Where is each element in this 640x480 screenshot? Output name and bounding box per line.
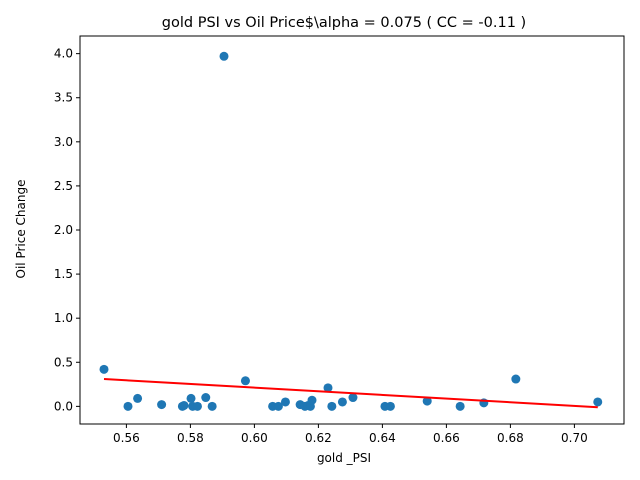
data-point xyxy=(455,401,465,411)
data-point xyxy=(133,393,143,403)
data-point xyxy=(219,51,229,61)
axes-frame xyxy=(79,35,625,425)
regression-line xyxy=(103,378,598,409)
x-tick-label: 0.58 xyxy=(177,431,204,445)
y-tick-label: 2.0 xyxy=(54,223,73,237)
x-tick-label: 0.64 xyxy=(369,431,396,445)
data-point xyxy=(327,401,337,411)
data-point xyxy=(99,364,109,374)
data-point xyxy=(186,393,196,403)
x-tick-label: 0.66 xyxy=(433,431,460,445)
data-point xyxy=(207,401,217,411)
y-tick-label: 0.0 xyxy=(54,399,73,413)
x-tick-label: 0.70 xyxy=(561,431,588,445)
data-point xyxy=(240,376,250,386)
data-point xyxy=(307,395,317,405)
plot-area: 0.56 0.58 0.60 0.62 0.64 0.66 0.68 0.70 0.0 0.5 1.… xyxy=(54,35,625,445)
data-point xyxy=(337,397,347,407)
data-point xyxy=(323,383,333,393)
data-point xyxy=(192,401,202,411)
chart-title: gold PSI vs Oil Price$\alpha = 0.075 ( C… xyxy=(162,15,526,31)
data-point xyxy=(385,401,395,411)
data-point xyxy=(348,393,358,403)
x-tick-label: 0.68 xyxy=(497,431,524,445)
y-tick-label: 3.5 xyxy=(54,91,73,105)
y-tick-label: 4.0 xyxy=(54,47,73,61)
y-tick-label: 3.0 xyxy=(54,135,73,149)
x-axis-label: gold _PSI xyxy=(317,451,371,465)
y-tick-label: 1.0 xyxy=(54,311,73,325)
data-point xyxy=(157,400,167,410)
data-point xyxy=(179,400,189,410)
y-tick-label: 0.5 xyxy=(54,355,73,369)
data-point xyxy=(201,393,211,403)
data-point xyxy=(123,401,133,411)
y-tick-label: 2.5 xyxy=(54,179,73,193)
x-tick-label: 0.56 xyxy=(113,431,140,445)
data-point xyxy=(422,396,432,406)
y-tick-label: 1.5 xyxy=(54,267,73,281)
data-point xyxy=(593,397,603,407)
data-point xyxy=(273,401,283,411)
x-tick-label: 0.62 xyxy=(305,431,332,445)
data-point xyxy=(280,397,290,407)
x-tick-label: 0.60 xyxy=(241,431,268,445)
data-point xyxy=(511,374,521,384)
y-axis-label: Oil Price Change xyxy=(14,180,28,279)
